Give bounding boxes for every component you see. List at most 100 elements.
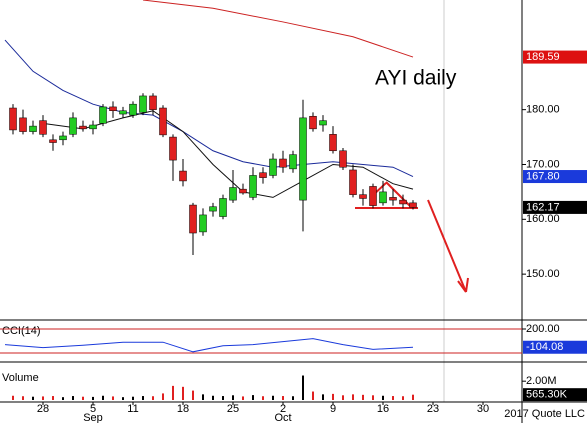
candle-body [409, 202, 417, 208]
candle-body [169, 136, 177, 161]
candle-body [279, 158, 287, 168]
volume-bar [142, 396, 144, 400]
candle-body [49, 139, 57, 143]
volume-bar [132, 396, 134, 400]
volume-bar [172, 385, 174, 400]
price-marker-label: -104.08 [526, 341, 563, 353]
x-tick-label: 5 [90, 403, 96, 415]
candle-body [269, 158, 277, 176]
candle-body [399, 199, 407, 205]
x-tick-label: 23 [427, 403, 439, 415]
volume-bar [72, 396, 74, 400]
volume-bar [82, 396, 84, 400]
x-tick-label: 28 [37, 403, 49, 415]
candle-body [69, 117, 77, 135]
volume-bar [382, 395, 384, 400]
price-marker-label: 189.59 [526, 51, 560, 63]
candle-body [39, 120, 47, 135]
candle-body [109, 106, 117, 112]
volume-bar [312, 391, 314, 400]
volume-bar [332, 393, 334, 400]
candle-body [119, 110, 127, 115]
candle-body [29, 125, 37, 132]
x-tick-label: 25 [227, 403, 239, 415]
volume-bar [32, 396, 34, 400]
price-marker-label: 167.80 [526, 170, 560, 182]
line [42, 110, 414, 198]
volume-bar [302, 375, 304, 400]
volume-bar [242, 396, 244, 400]
candle-body [359, 194, 367, 199]
candle-body [139, 95, 147, 113]
volume-bar [352, 394, 354, 400]
y-tick-label: 200.00 [526, 323, 560, 335]
price-marker [523, 50, 587, 64]
volume-bar [282, 396, 284, 400]
y-tick-label: 150.00 [526, 268, 560, 280]
volume-bar [262, 396, 264, 400]
candle-body [319, 120, 327, 126]
candle-body [19, 117, 27, 132]
candle-body [159, 107, 167, 136]
candle-body [369, 186, 377, 206]
candle-body [299, 117, 307, 201]
x-tick-label: 30 [477, 403, 489, 415]
candle-body [339, 150, 347, 168]
x-tick-label: 16 [377, 403, 389, 415]
candle-body [149, 95, 157, 110]
candle-body [239, 188, 247, 194]
candle-body [349, 169, 357, 195]
volume-bar [212, 395, 214, 400]
volume-bar [42, 396, 44, 400]
price-marker [523, 170, 587, 184]
month-label: Sep [83, 412, 103, 423]
volume-bar [112, 396, 114, 400]
candle-body [9, 107, 17, 131]
candle-body [189, 204, 197, 234]
volume-bar [162, 393, 164, 400]
volume-bar [402, 396, 404, 400]
volume-bar [22, 396, 24, 400]
price-marker [523, 388, 587, 402]
credit: 2017 Quote LLC [504, 408, 585, 420]
volume-bar [342, 395, 344, 400]
volume-bar [292, 396, 294, 400]
candle-body [379, 191, 387, 204]
volume-bar [372, 395, 374, 400]
candle-body [59, 135, 67, 141]
candle-body [129, 103, 137, 116]
line [142, 0, 414, 58]
volume-bar [12, 395, 14, 400]
volume-bar [182, 386, 184, 400]
candle-body [219, 198, 227, 217]
x-tick-label: 9 [330, 403, 336, 415]
annotation [355, 181, 469, 293]
y-tick-label: 2.00M [526, 375, 557, 387]
candle-body [249, 175, 257, 198]
x-tick-label: 2 [280, 403, 286, 415]
candle-body [89, 124, 97, 130]
line [4, 39, 414, 177]
candle-body [289, 154, 297, 170]
month-label: Oct [274, 412, 291, 423]
volume-bar [202, 394, 204, 400]
line [4, 338, 414, 353]
volume-bar [62, 397, 64, 400]
chart-title: AYI daily [375, 67, 457, 90]
volume-bar [272, 395, 274, 400]
volume-bar [392, 396, 394, 400]
x-tick-label: 11 [127, 403, 138, 415]
candle-body [259, 172, 267, 178]
candle-body [79, 125, 87, 130]
candle-body [99, 106, 107, 124]
volume-bar [362, 394, 364, 400]
candle-body [229, 187, 237, 201]
volume-bar [92, 396, 94, 400]
candle-body [329, 134, 337, 152]
volume-bar [192, 390, 194, 400]
volume-bar [252, 395, 254, 400]
volume-bar [232, 395, 234, 400]
volume-bar [322, 394, 324, 400]
price-marker [523, 340, 587, 354]
